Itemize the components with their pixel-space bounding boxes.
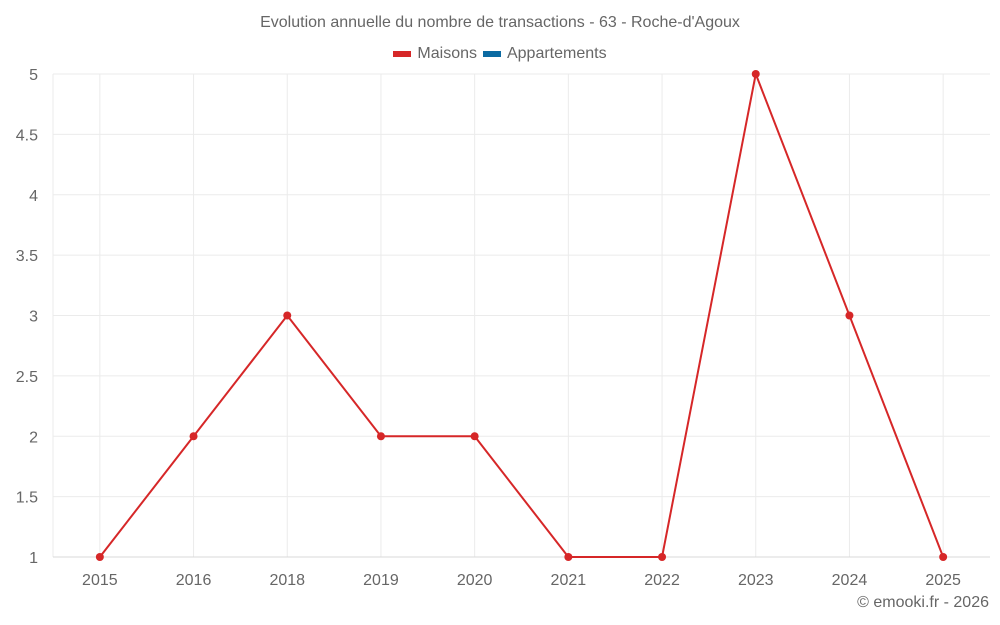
- data-point[interactable]: [283, 311, 292, 320]
- data-point[interactable]: [845, 311, 854, 320]
- x-tick-label: 2018: [269, 572, 305, 589]
- y-tick-label: 3: [29, 309, 38, 326]
- data-point[interactable]: [658, 553, 667, 561]
- x-tick-label: 2021: [551, 572, 587, 589]
- data-point[interactable]: [939, 553, 948, 561]
- y-tick-label: 2: [29, 429, 38, 446]
- x-axis: 2015 2016 2018 2019 2020 2021 2022 2023 2024 2025: [53, 556, 990, 589]
- legend: Maisons Appartements: [0, 45, 1000, 63]
- y-tick-label: 1: [29, 550, 38, 567]
- data-point[interactable]: [376, 432, 385, 441]
- x-tick-label: 2022: [644, 572, 680, 589]
- grid-lines: [52, 73, 990, 557]
- data-point[interactable]: [189, 432, 198, 441]
- series-maisons: [95, 70, 948, 561]
- chart-title: Evolution annuelle du nombre de transact…: [260, 14, 740, 31]
- data-point[interactable]: [564, 553, 573, 561]
- y-tick-label: 1.5: [16, 490, 38, 507]
- y-tick-label: 4.5: [16, 127, 38, 144]
- data-point[interactable]: [95, 553, 104, 561]
- y-tick-label: 4: [29, 188, 38, 205]
- legend-label-maisons: Maisons: [417, 45, 477, 62]
- x-tick-label: 2016: [176, 572, 212, 589]
- y-tick-label: 2.5: [16, 369, 38, 386]
- x-tick-label: 2023: [738, 572, 774, 589]
- x-tick-label: 2020: [457, 572, 493, 589]
- x-tick-label: 2015: [82, 572, 118, 589]
- x-tick-label: 2024: [832, 572, 868, 589]
- y-tick-label: 3.5: [16, 248, 38, 265]
- y-axis: 1 1.5 2 2.5 3 3.5 4 4.5 5: [16, 67, 38, 567]
- legend-item-appartements[interactable]: Appartements: [482, 45, 607, 63]
- legend-item-maisons[interactable]: Maisons: [393, 45, 477, 63]
- y-tick-label: 5: [29, 67, 38, 84]
- maisons-swatch-icon: [393, 51, 412, 57]
- x-tick-label: 2019: [363, 572, 399, 589]
- data-point[interactable]: [751, 70, 760, 78]
- data-point[interactable]: [470, 432, 479, 441]
- legend-label-appartements: Appartements: [506, 45, 607, 62]
- appartements-swatch-icon: [482, 51, 501, 57]
- copyright-credit: © emooki.fr - 2026: [857, 594, 989, 611]
- x-tick-label: 2025: [925, 572, 961, 589]
